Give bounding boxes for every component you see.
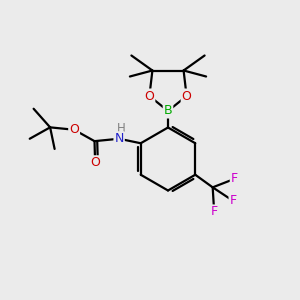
Text: N: N — [114, 132, 124, 145]
Text: F: F — [230, 194, 237, 207]
Text: F: F — [211, 206, 218, 218]
Text: O: O — [69, 123, 79, 136]
Text: B: B — [164, 104, 172, 118]
Text: O: O — [90, 156, 100, 169]
Text: O: O — [182, 89, 191, 103]
Text: H: H — [117, 122, 126, 135]
Text: O: O — [145, 89, 154, 103]
Text: F: F — [231, 172, 238, 185]
